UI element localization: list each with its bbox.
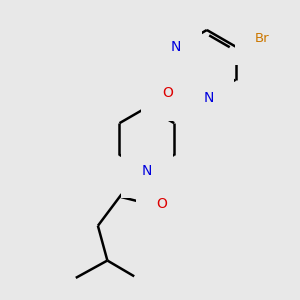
Text: Br: Br <box>255 32 270 45</box>
Text: N: N <box>170 40 181 54</box>
Text: N: N <box>203 91 214 105</box>
Text: O: O <box>162 86 173 100</box>
Text: N: N <box>142 164 152 178</box>
Text: O: O <box>157 197 167 211</box>
